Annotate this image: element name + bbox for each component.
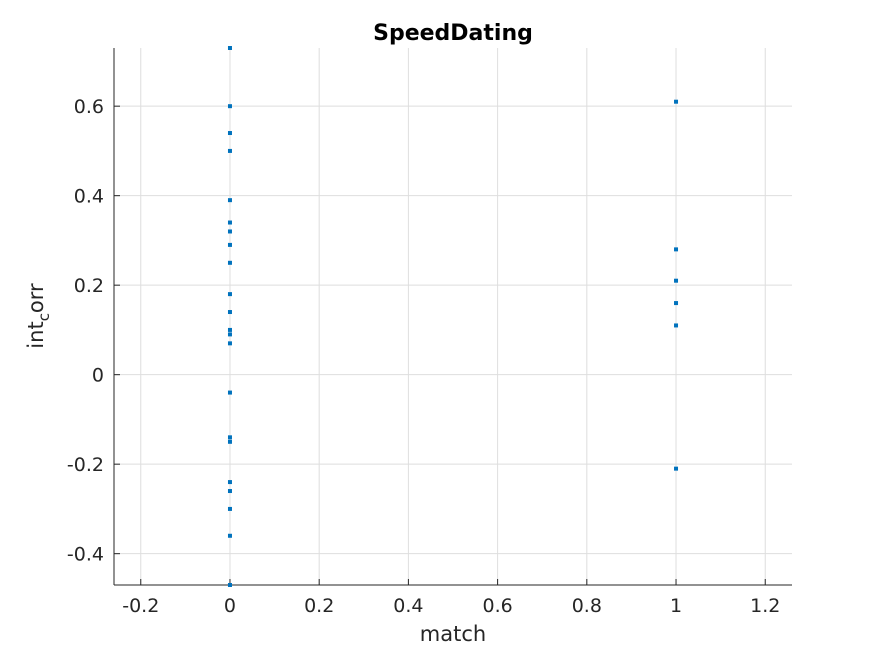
x-tick-label: 0.8 — [572, 595, 602, 617]
y-tick-label: 0 — [92, 365, 104, 387]
data-point — [674, 278, 679, 283]
data-point — [674, 247, 679, 252]
data-point — [227, 506, 232, 511]
axes — [113, 48, 792, 586]
y-axis-label-rest: orr — [24, 283, 48, 313]
data-point — [227, 583, 232, 587]
x-tick-label: 1 — [670, 595, 682, 617]
data-point — [227, 229, 232, 234]
data-point — [227, 104, 232, 109]
y-tick-label: 0.2 — [74, 275, 104, 297]
y-tick-label: 0.4 — [74, 186, 104, 208]
data-point — [227, 480, 232, 485]
grid — [114, 48, 792, 585]
data-point — [227, 533, 232, 538]
data-point — [227, 292, 232, 297]
y-axis-label-main: int — [24, 321, 48, 348]
data-point — [227, 198, 232, 203]
x-tick-label: 0.2 — [304, 595, 334, 617]
data-point — [674, 323, 679, 328]
data-points — [227, 46, 679, 587]
data-point — [674, 99, 679, 104]
y-tick-label: 0.6 — [74, 96, 104, 118]
data-point — [227, 220, 232, 225]
data-point — [227, 131, 232, 136]
data-point — [227, 148, 232, 153]
data-point — [227, 439, 232, 444]
x-axis-ticks: -0.2 0 0.2 0.4 0.6 0.8 1 1.2 — [122, 579, 780, 617]
data-point — [227, 332, 232, 337]
x-tick-label: -0.2 — [122, 595, 159, 617]
x-axis-label: match — [420, 622, 486, 646]
chart-title: SpeedDating — [373, 21, 533, 46]
y-tick-label: -0.4 — [67, 544, 104, 566]
data-point — [227, 310, 232, 315]
data-point — [227, 46, 232, 50]
y-axis-label: intcorr — [24, 283, 53, 349]
x-tick-label: 0.6 — [482, 595, 512, 617]
data-point — [227, 260, 232, 265]
data-point — [674, 301, 679, 306]
x-tick-label: 0 — [224, 595, 236, 617]
x-tick-label: 1.2 — [750, 595, 780, 617]
x-tick-label: 0.4 — [393, 595, 423, 617]
y-tick-label: -0.2 — [67, 454, 104, 476]
data-point — [227, 435, 232, 440]
y-axis-ticks: -0.4 -0.2 0 0.2 0.4 0.6 — [67, 96, 120, 566]
data-point — [227, 327, 232, 332]
y-axis-label-subscript: c — [35, 313, 53, 321]
data-point — [227, 341, 232, 346]
data-point — [227, 242, 232, 247]
data-point — [674, 466, 679, 471]
data-point — [227, 390, 232, 395]
data-point — [227, 489, 232, 494]
